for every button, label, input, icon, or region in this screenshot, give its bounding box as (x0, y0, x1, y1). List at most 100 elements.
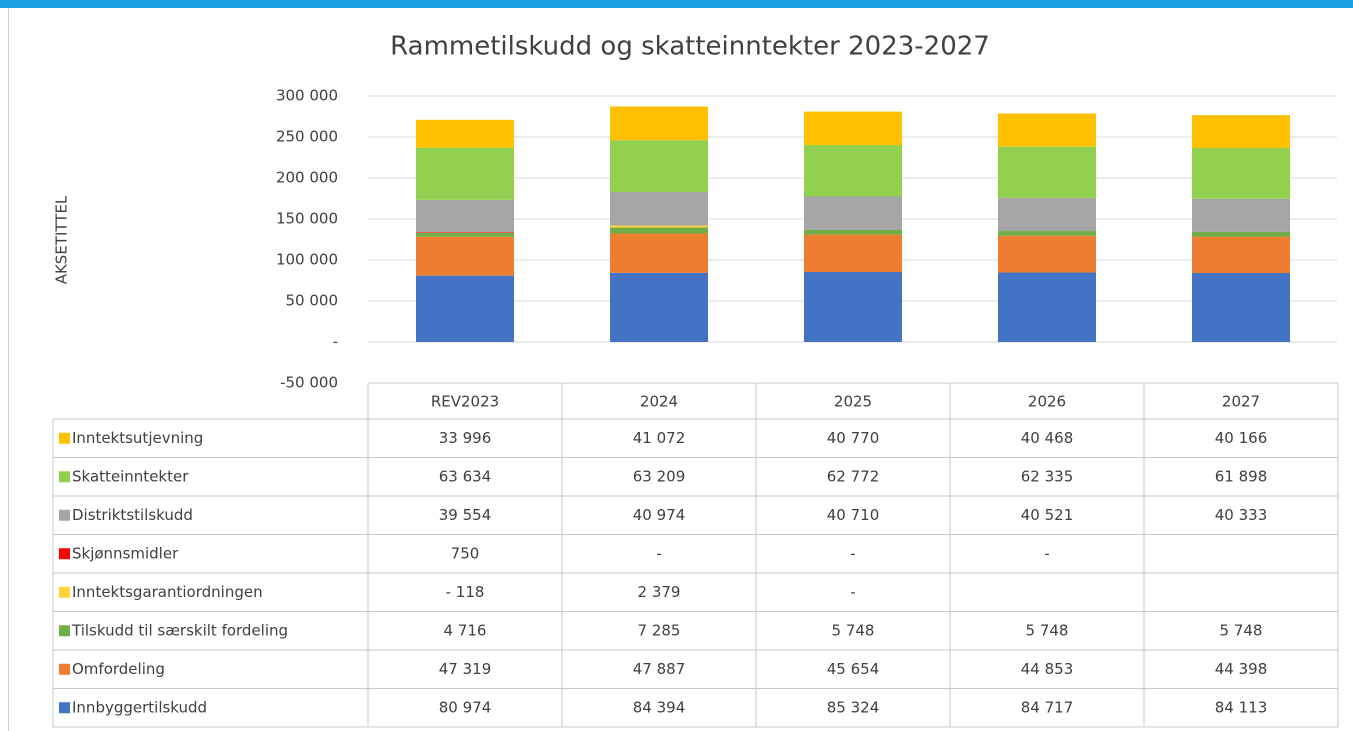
table-value: 40 333 (1215, 506, 1268, 524)
bar-segment (804, 234, 902, 273)
bar-segment (804, 145, 902, 197)
table-value: 40 521 (1021, 506, 1074, 524)
chart-title: Rammetilskudd og skatteinntekter 2023-20… (390, 32, 990, 62)
bar-segment (1192, 236, 1290, 274)
table-value: 44 398 (1215, 660, 1268, 678)
table-value: 63 209 (633, 467, 686, 485)
bar-segment (610, 272, 708, 342)
table-value: 40 974 (633, 506, 686, 524)
bar-segment (804, 111, 902, 146)
x-tick-label: 2024 (640, 393, 678, 411)
top-bar (0, 0, 1353, 8)
bar-segment (1192, 231, 1290, 237)
y-tick-label: 200 000 (276, 169, 338, 187)
table-value: 2 379 (638, 583, 681, 601)
legend-label: Inntektsgarantiordningen (72, 583, 263, 601)
table-value: 4 716 (444, 621, 487, 639)
bar-segment (804, 272, 902, 342)
table-value: 63 634 (439, 467, 492, 485)
bar-segment (804, 229, 902, 235)
table-value: 33 996 (439, 429, 492, 447)
x-tick-label: 2025 (834, 393, 872, 411)
table-value: - (850, 544, 855, 562)
x-tick-label: 2027 (1222, 393, 1260, 411)
table-value: - (1044, 544, 1049, 562)
legend-swatch (59, 586, 70, 598)
legend-swatch (59, 663, 70, 675)
table-value: 80 974 (439, 698, 492, 716)
y-tick-label: 50 000 (286, 292, 339, 310)
legend-label: Skatteinntekter (72, 467, 189, 485)
bar-segment (416, 236, 514, 276)
x-tick-label: REV2023 (431, 393, 499, 411)
legend-swatch (59, 471, 70, 483)
table-value: 7 285 (638, 621, 681, 639)
bar-segment (610, 106, 708, 141)
bar-segment (416, 275, 514, 342)
table-value: 62 335 (1021, 467, 1074, 485)
bar-segment (998, 272, 1096, 342)
legend-swatch (59, 509, 70, 521)
bar-segment (610, 192, 708, 226)
bar-segment (610, 227, 708, 234)
bar-segment (998, 231, 1096, 236)
bar-segment (416, 232, 514, 237)
table-value: - (850, 583, 855, 601)
legend-label: Distriktstilskudd (72, 506, 193, 524)
y-tick-label: 300 000 (276, 87, 338, 105)
legend-label: Omfordeling (72, 660, 165, 678)
table-value: 44 853 (1021, 660, 1074, 678)
legend-label: Inntektsutjevning (72, 429, 203, 447)
bar-segment (1192, 198, 1290, 232)
bar-segment (1192, 115, 1290, 149)
legend-label: Skjønnsmidler (72, 544, 179, 562)
table-value: 47 319 (439, 660, 492, 678)
table-value: 40 710 (827, 506, 880, 524)
bar-segment (998, 113, 1096, 147)
table-value: 47 887 (633, 660, 686, 678)
bar-segment (804, 196, 902, 230)
table-value: 61 898 (1215, 467, 1268, 485)
bar-segment (416, 199, 514, 233)
y-tick-label: - (333, 333, 338, 351)
table-value: 750 (451, 544, 480, 562)
y-axis-label: AKSETITTEL (53, 195, 71, 284)
table-value: 40 770 (827, 429, 880, 447)
y-tick-label: -50 000 (280, 374, 338, 392)
bar-segment (416, 119, 514, 148)
y-tick-label: 150 000 (276, 210, 338, 228)
table-value: 85 324 (827, 698, 880, 716)
x-tick-label: 2026 (1028, 393, 1066, 411)
table-value: 39 554 (439, 506, 492, 524)
bar-segment (610, 140, 708, 193)
bar-segment (998, 146, 1096, 198)
table-value: 5 748 (832, 621, 875, 639)
table-value: 5 748 (1026, 621, 1069, 639)
bar-segment (1192, 273, 1290, 342)
table-value: 5 748 (1220, 621, 1263, 639)
bar-segment (610, 225, 708, 228)
bar-segment (416, 232, 514, 233)
table-value: 84 717 (1021, 698, 1074, 716)
legend-swatch (59, 702, 70, 714)
y-tick-label: 100 000 (276, 251, 338, 269)
bar-segment (416, 147, 514, 200)
table-value: 40 166 (1215, 429, 1268, 447)
y-tick-label: 250 000 (276, 128, 338, 146)
table-value: 84 394 (633, 698, 686, 716)
legend-label: Tilskudd til særskilt fordeling (71, 621, 288, 639)
table-value: 41 072 (633, 429, 686, 447)
table-value: - (656, 544, 661, 562)
legend-label: Innbyggertilskudd (72, 698, 207, 716)
bar-segment (998, 235, 1096, 273)
bar-segment (1192, 148, 1290, 199)
table-value: 45 654 (827, 660, 880, 678)
bar-segment (998, 197, 1096, 232)
bar-segment (610, 233, 708, 273)
legend-swatch (59, 625, 70, 637)
table-value: 84 113 (1215, 698, 1268, 716)
table-value: - 118 (446, 583, 485, 601)
table-value: 40 468 (1021, 429, 1074, 447)
legend-swatch (59, 548, 70, 560)
